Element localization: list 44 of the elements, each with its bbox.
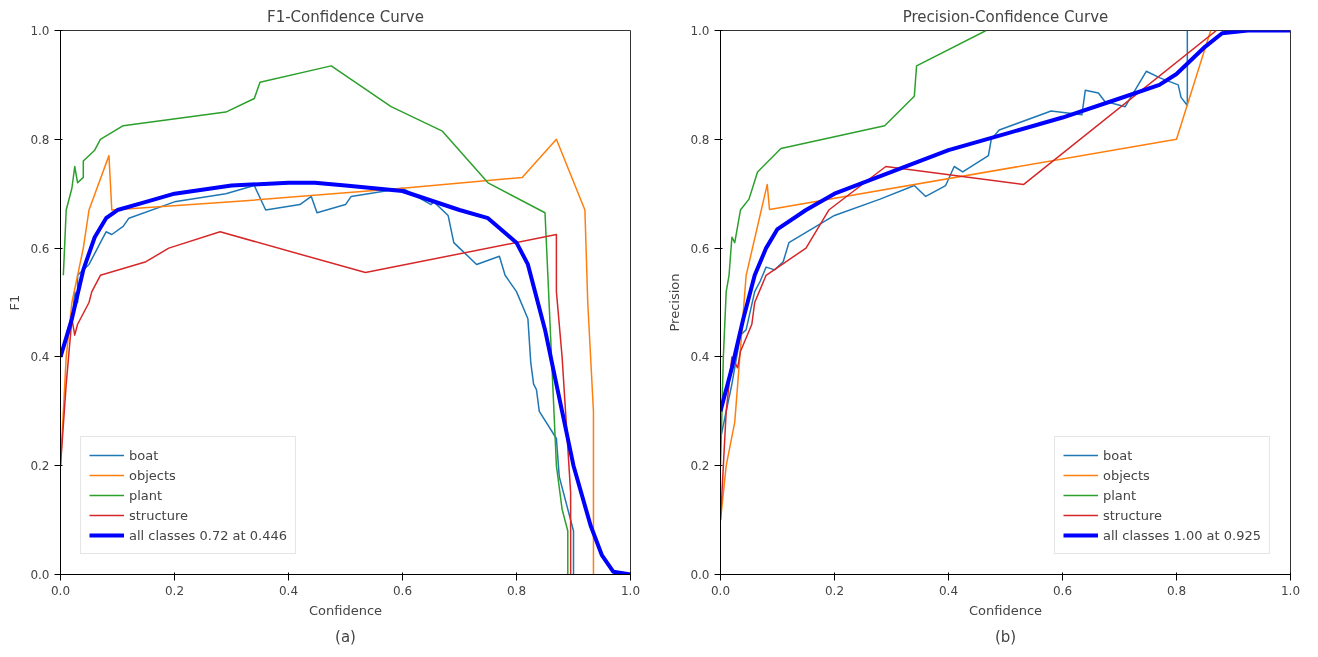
legend-label: plant [129, 487, 163, 503]
text: (b) [994, 627, 1017, 646]
legend-label: boat [1103, 447, 1133, 463]
y-tick-label: 1.0 [690, 24, 710, 38]
x-tick-label: 0.8 [506, 583, 527, 598]
legend-label: objects [129, 467, 176, 483]
y-tick-label: 0.0 [30, 568, 50, 582]
chart-title: F1-Confidence Curve [267, 7, 424, 26]
x-tick-label: 0.2 [824, 583, 845, 598]
y-tick-label: 0.0 [690, 568, 710, 582]
y-tick-label: 0.6 [30, 241, 50, 256]
text: (a) [335, 627, 356, 646]
y-tick-label: 0.4 [690, 350, 710, 365]
x-tick-label: 1.0 [620, 583, 641, 598]
x-axis-title: Confidence [968, 602, 1043, 618]
legend-label: structure [1103, 507, 1162, 523]
x-tick-label: 0.2 [164, 583, 185, 598]
x-tick-label: 0.8 [1166, 583, 1187, 598]
x-tick-label: 0.6 [1052, 583, 1073, 598]
y-axis-title: F1 [7, 294, 23, 311]
legend-label: all classes 0.72 at 0.446 [129, 527, 287, 543]
y-tick-label: 0.6 [690, 241, 710, 256]
line-series [720, 30, 1291, 414]
legend-label: boat [129, 447, 159, 463]
x-tick-label: 0.6 [392, 583, 413, 598]
chart-title: Precision-Confidence Curve [902, 7, 1109, 26]
x-tick-label: 0.0 [710, 583, 731, 598]
y-tick-label: 1.0 [30, 24, 50, 38]
legend-label: objects [1103, 467, 1150, 483]
y-tick-label: 0.8 [690, 132, 710, 147]
legend-label: structure [129, 507, 188, 523]
x-tick-label: 0.0 [50, 583, 71, 598]
x-tick-label: 1.0 [1280, 583, 1301, 598]
y-tick-label: 0.4 [30, 350, 50, 365]
x-tick-label: 0.4 [278, 583, 299, 598]
x-axis-title: Confidence [308, 602, 383, 618]
y-tick-label: 0.8 [30, 132, 50, 147]
x-tick-label: 0.4 [938, 583, 959, 598]
y-axis-title: Precision [667, 273, 683, 332]
y-tick-label: 0.2 [30, 459, 50, 474]
legend-label: all classes 1.00 at 0.925 [1103, 527, 1261, 543]
y-tick-label: 0.2 [690, 459, 710, 474]
line-series [62, 65, 569, 575]
legend-label: plant [1103, 487, 1137, 503]
